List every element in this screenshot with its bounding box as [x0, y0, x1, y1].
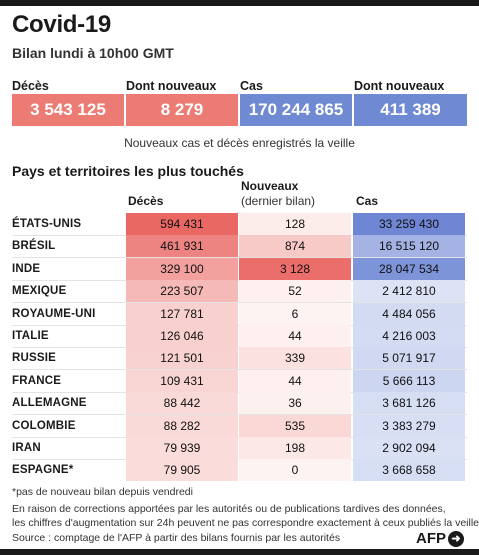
new-deaths-cell: 0 — [239, 459, 351, 482]
row-label: ÉTATS-UNIS — [12, 218, 82, 230]
footnote-correction-2: les chiffres d'augmentation sur 24h peuv… — [12, 517, 479, 529]
new-deaths-cell: 339 — [239, 347, 351, 370]
row-label: MEXIQUE — [12, 285, 67, 298]
footnote-asterisk: *pas de nouveau bilan depuis vendredi — [12, 486, 193, 498]
new-deaths-cell: 3 128 — [239, 257, 351, 280]
column-header-new: Nouveaux — [241, 179, 299, 193]
deaths-cell: 329 100 — [126, 257, 238, 280]
new-deaths-cell: 128 — [239, 213, 351, 235]
column-header-new-sub: (dernier bilan) — [241, 194, 316, 208]
column-header-deaths: Décès — [128, 194, 164, 208]
row-label: ALLEMAGNE — [12, 397, 87, 410]
row-label: ROYAUME-UNI — [12, 307, 96, 320]
kpi-cases-value: 170 244 865 — [240, 94, 352, 126]
page-title: Covid-19 — [12, 11, 111, 38]
deaths-cell: 79 905 — [126, 459, 238, 482]
new-deaths-cell: 52 — [239, 280, 351, 303]
row-label: FRANCE — [12, 374, 62, 387]
deaths-cell: 121 501 — [126, 347, 238, 370]
source-line: Source : comptage de l'AFP à partir des … — [12, 532, 341, 544]
kpi-new-cases-value: 411 389 — [354, 94, 467, 126]
row-label: RUSSIE — [12, 352, 57, 365]
deaths-cell: 88 442 — [126, 392, 238, 415]
section-title: Pays et territoires les plus touchés — [12, 163, 244, 179]
row-label: IRAN — [12, 442, 41, 454]
note: Nouveaux cas et décès enregistrés la vei… — [124, 136, 355, 150]
cases-cell: 3 383 279 — [353, 414, 465, 437]
cases-cell: 4 484 056 — [353, 302, 465, 325]
new-deaths-cell: 44 — [239, 369, 351, 392]
afp-logo-text: AFP — [416, 530, 446, 547]
arrow-icon: ➜ — [448, 530, 464, 547]
kpi-cases-label: Cas — [240, 79, 263, 93]
deaths-cell: 79 939 — [126, 437, 238, 459]
row-label: INDE — [12, 262, 41, 275]
row-label: ESPAGNE* — [12, 464, 74, 477]
deaths-cell: 127 781 — [126, 302, 238, 325]
cases-cell: 16 515 120 — [353, 235, 465, 258]
kpi-new-cases-label: Dont nouveaux — [354, 79, 445, 93]
new-deaths-cell: 874 — [239, 235, 351, 258]
kpi-new-deaths-value: 8 279 — [126, 94, 238, 126]
deaths-cell: 88 282 — [126, 414, 238, 437]
top-bar — [0, 0, 479, 6]
deaths-cell: 461 931 — [126, 235, 238, 258]
deaths-cell: 223 507 — [126, 280, 238, 303]
kpi-deaths-value: 3 543 125 — [12, 94, 124, 126]
cases-cell: 28 047 534 — [353, 257, 465, 280]
cases-cell: 33 259 430 — [353, 213, 465, 235]
cases-cell: 5 071 917 — [353, 347, 465, 370]
row-label: BRÉSIL — [12, 240, 56, 253]
row-label: ITALIE — [12, 330, 49, 342]
afp-logo: AFP ➜ — [416, 530, 464, 547]
kpi-deaths-label: Décès — [12, 79, 49, 93]
cases-cell: 3 681 126 — [353, 392, 465, 415]
kpi-new-deaths-label: Dont nouveaux — [126, 79, 217, 93]
new-deaths-cell: 36 — [239, 392, 351, 415]
bottom-bar — [0, 549, 479, 555]
cases-cell: 3 668 658 — [353, 459, 465, 482]
column-header-cases: Cas — [356, 194, 379, 208]
new-deaths-cell: 44 — [239, 325, 351, 347]
page-subtitle: Bilan lundi à 10h00 GMT — [12, 45, 174, 61]
new-deaths-cell: 6 — [239, 302, 351, 325]
cases-cell: 2 902 094 — [353, 437, 465, 459]
cases-cell: 2 412 810 — [353, 280, 465, 303]
footnote-correction-1: En raison de corrections apportées par l… — [12, 503, 446, 515]
deaths-cell: 594 431 — [126, 213, 238, 235]
deaths-cell: 126 046 — [126, 325, 238, 347]
new-deaths-cell: 535 — [239, 414, 351, 437]
new-deaths-cell: 198 — [239, 437, 351, 459]
row-label: COLOMBIE — [12, 419, 76, 432]
cases-cell: 4 216 003 — [353, 325, 465, 347]
deaths-cell: 109 431 — [126, 369, 238, 392]
cases-cell: 5 666 113 — [353, 369, 465, 392]
